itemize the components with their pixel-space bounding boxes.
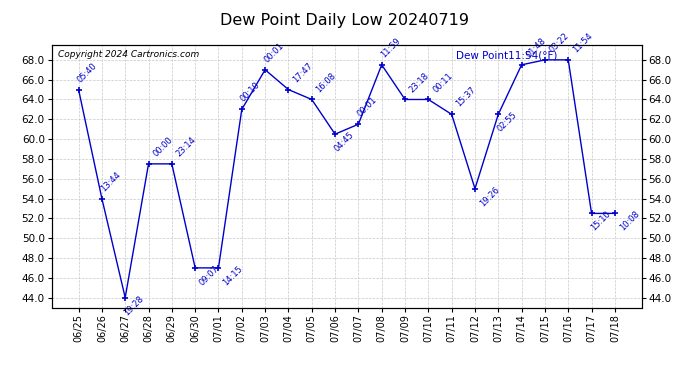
Text: 00:10: 00:10 — [239, 81, 262, 104]
Text: 23:14: 23:14 — [175, 135, 198, 158]
Text: 00:01: 00:01 — [355, 96, 379, 119]
Text: 10:08: 10:08 — [618, 210, 641, 233]
Text: 15:10: 15:10 — [589, 210, 612, 233]
Text: 11:59: 11:59 — [379, 36, 402, 59]
Text: 14:15: 14:15 — [221, 264, 244, 287]
Text: 19:26: 19:26 — [477, 185, 501, 208]
Text: Copyright 2024 Cartronics.com: Copyright 2024 Cartronics.com — [58, 50, 199, 59]
Text: 04:45: 04:45 — [333, 130, 355, 154]
Text: 00:00: 00:00 — [151, 135, 175, 158]
Text: 11:54: 11:54 — [571, 31, 594, 54]
Text: 00:11: 00:11 — [431, 71, 454, 94]
Text: 05:40: 05:40 — [76, 61, 99, 84]
Text: 15:37: 15:37 — [455, 86, 477, 109]
Text: 09:07: 09:07 — [198, 264, 221, 287]
Text: Dew Poi​nt​​​11:54​(°F): Dew Poi​nt​​​11:54​(°F) — [456, 50, 558, 60]
Text: 16:08: 16:08 — [315, 70, 338, 94]
Text: 19:28: 19:28 — [122, 294, 146, 317]
Text: 00:01: 00:01 — [262, 41, 286, 64]
Text: 03:22: 03:22 — [548, 31, 571, 54]
Text: 01:48: 01:48 — [524, 36, 548, 59]
Text: 23:18: 23:18 — [408, 70, 431, 94]
Text: Dew Point Daily Low 20240719: Dew Point Daily Low 20240719 — [221, 13, 469, 28]
Text: 13:44: 13:44 — [99, 170, 122, 193]
Text: 17:47: 17:47 — [291, 61, 315, 84]
Text: 02:55: 02:55 — [495, 111, 519, 134]
